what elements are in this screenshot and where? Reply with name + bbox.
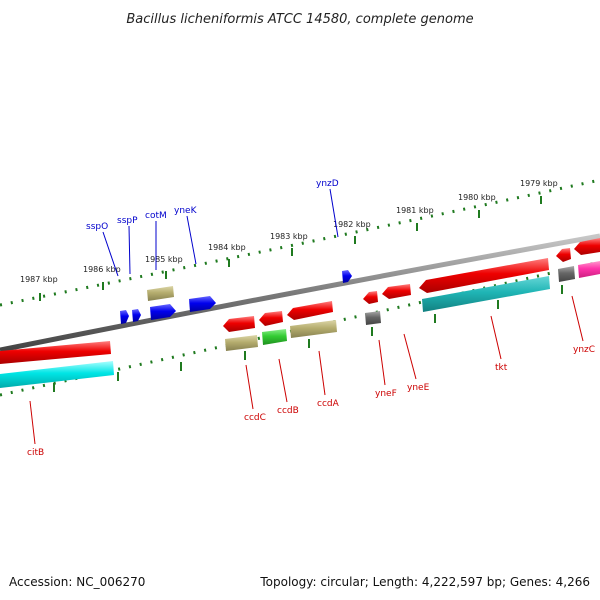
- gene-citB-arrow: [0, 341, 111, 364]
- gene-sspO-arrow: [120, 310, 129, 324]
- gene-label-ccdC: ccdC: [244, 413, 266, 423]
- scale-label-1984: 1984 kbp: [208, 243, 246, 252]
- accession-text: Accession: NC_006270: [9, 575, 145, 589]
- gene-yneF-feature: [365, 311, 381, 325]
- gene-right-arrow: [574, 238, 600, 255]
- scale-label-1985: 1985 kbp: [145, 255, 183, 264]
- map-title: Bacillus licheniformis ATCC 14580, compl…: [126, 12, 473, 27]
- gene-yneE-arrow: [382, 284, 411, 299]
- scale-label-1980: 1980 kbp: [458, 193, 496, 202]
- gene-ynzC-arrow: [556, 248, 571, 262]
- gene-ynzD-arrow: [342, 270, 352, 283]
- forward-leaders: [102, 188, 339, 277]
- gene-yneK-arrow: [189, 296, 216, 312]
- gene-cotM-arrow: [150, 304, 176, 320]
- gene-label-cotM: cotM: [145, 211, 167, 221]
- scale-labels: 1987 kbp 1986 kbp 1985 kbp 1984 kbp 1983…: [20, 179, 558, 284]
- gene-ccdA-arrow: [287, 301, 333, 320]
- gene-ccdC-arrow: [223, 316, 255, 332]
- gene-yneF-arrow: [363, 291, 378, 304]
- gene-ccdC-feature: [225, 335, 258, 351]
- gene-label-ccdA: ccdA: [317, 399, 340, 409]
- inner-scale-track: [0, 260, 600, 397]
- gene-label-tkt: tkt: [495, 363, 508, 373]
- gene-ccdA-feature: [290, 320, 337, 338]
- scale-label-1987: 1987 kbp: [20, 275, 58, 284]
- outer-major-ticks: [39, 196, 542, 301]
- gene-label-yneF: yneF: [375, 389, 397, 399]
- gene-label-ynzD: ynzD: [316, 179, 339, 189]
- scale-label-1986: 1986 kbp: [83, 265, 121, 274]
- gene-sspP-arrow: [132, 309, 141, 322]
- reverse-leaders: [29, 295, 584, 445]
- scale-label-1979: 1979 kbp: [520, 179, 558, 188]
- gene-tkt-feature: [422, 276, 550, 312]
- scale-label-1982: 1982 kbp: [333, 220, 371, 229]
- genome-backbone: [0, 233, 600, 353]
- gene-label-citB: citB: [27, 448, 44, 458]
- scale-label-1983: 1983 kbp: [270, 232, 308, 241]
- gene-label-sspO: sspO: [86, 222, 108, 232]
- reverse-features: [0, 261, 600, 388]
- gene-label-ynzC: ynzC: [573, 345, 595, 355]
- scale-label-1981: 1981 kbp: [396, 206, 434, 215]
- gene-label-ccdB: ccdB: [277, 406, 299, 416]
- genome-summary-text: Topology: circular; Length: 4,222,597 bp…: [259, 575, 590, 589]
- reverse-genes: [0, 238, 600, 364]
- gene-tkt-arrow: [419, 258, 549, 293]
- gene-label-yneK: yneK: [174, 206, 198, 216]
- gene-citB-feature: [0, 361, 114, 388]
- gene-right-feature: [578, 261, 600, 278]
- gene-cotM-feature: [147, 286, 174, 301]
- inner-major-ticks: [53, 285, 563, 392]
- gene-label-sspP: sspP: [117, 216, 138, 226]
- gene-label-yneE: yneE: [407, 383, 430, 393]
- forward-genes: [120, 270, 352, 324]
- gene-ccdB-feature: [262, 329, 287, 345]
- gene-ccdB-arrow: [259, 311, 283, 326]
- gene-ynzC-feature: [558, 266, 575, 282]
